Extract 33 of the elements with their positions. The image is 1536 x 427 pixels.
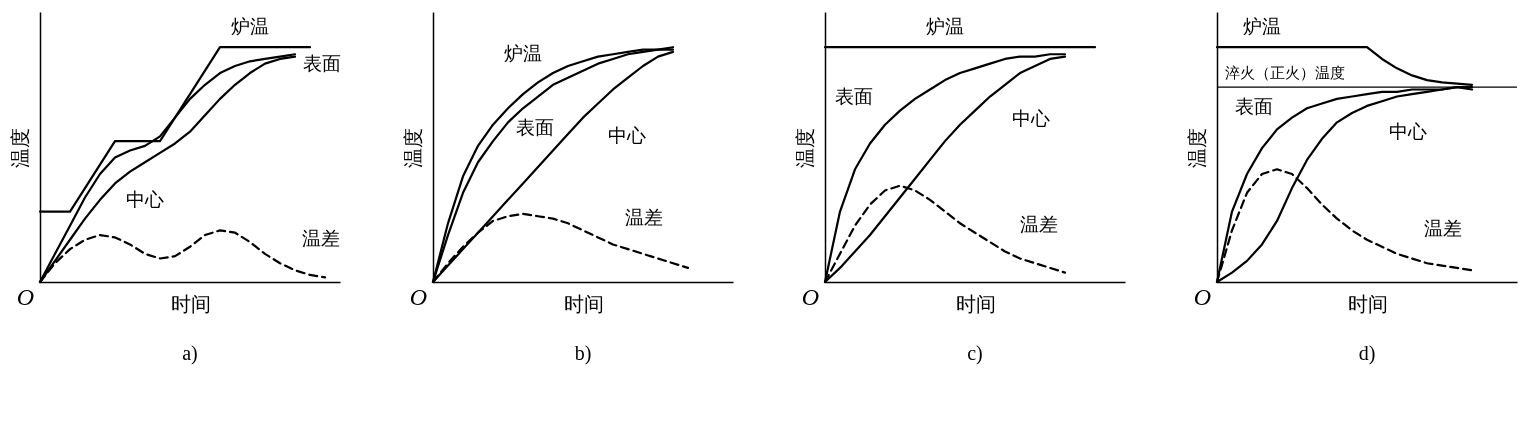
text: O — [16, 284, 34, 310]
series-label: 炉温 — [504, 42, 542, 65]
text: c) — [967, 342, 983, 365]
series-label: 中心 — [126, 188, 164, 211]
text: O — [801, 284, 819, 310]
series-label: 炉温 — [1243, 15, 1281, 38]
x-axis-title: 时间 — [955, 291, 996, 316]
series-label: 中心 — [1389, 119, 1427, 142]
x-axis-title: 时间 — [170, 291, 211, 316]
text: O — [409, 284, 427, 310]
series-label: 温差 — [302, 227, 340, 250]
text: O — [1193, 284, 1211, 310]
text: d) — [1358, 342, 1376, 365]
series-label: 温差 — [1424, 216, 1462, 239]
series-label: 中心 — [608, 123, 646, 146]
series-label: 表面 — [303, 52, 341, 75]
series-label: 炉温 — [231, 15, 269, 38]
series-label: 温差 — [625, 206, 663, 229]
series-label: 中心 — [1012, 106, 1050, 129]
x-axis-title: 时间 — [1347, 291, 1388, 316]
series-label: 温差 — [1020, 213, 1058, 236]
series-label: 表面 — [516, 116, 554, 139]
series-label: 表面 — [1235, 95, 1273, 118]
y-axis-title: 温度 — [792, 127, 817, 168]
text: a) — [182, 342, 198, 365]
y-axis-title: 温度 — [7, 127, 32, 168]
y-axis-title: 温度 — [1184, 127, 1209, 168]
text: b) — [574, 342, 592, 365]
ref-line-label: 淬火（正火）温度 — [1225, 64, 1345, 83]
x-axis-title: 时间 — [563, 291, 604, 316]
series-label: 炉温 — [926, 15, 964, 38]
y-axis-title: 温度 — [400, 127, 425, 168]
series-label: 表面 — [835, 84, 873, 107]
